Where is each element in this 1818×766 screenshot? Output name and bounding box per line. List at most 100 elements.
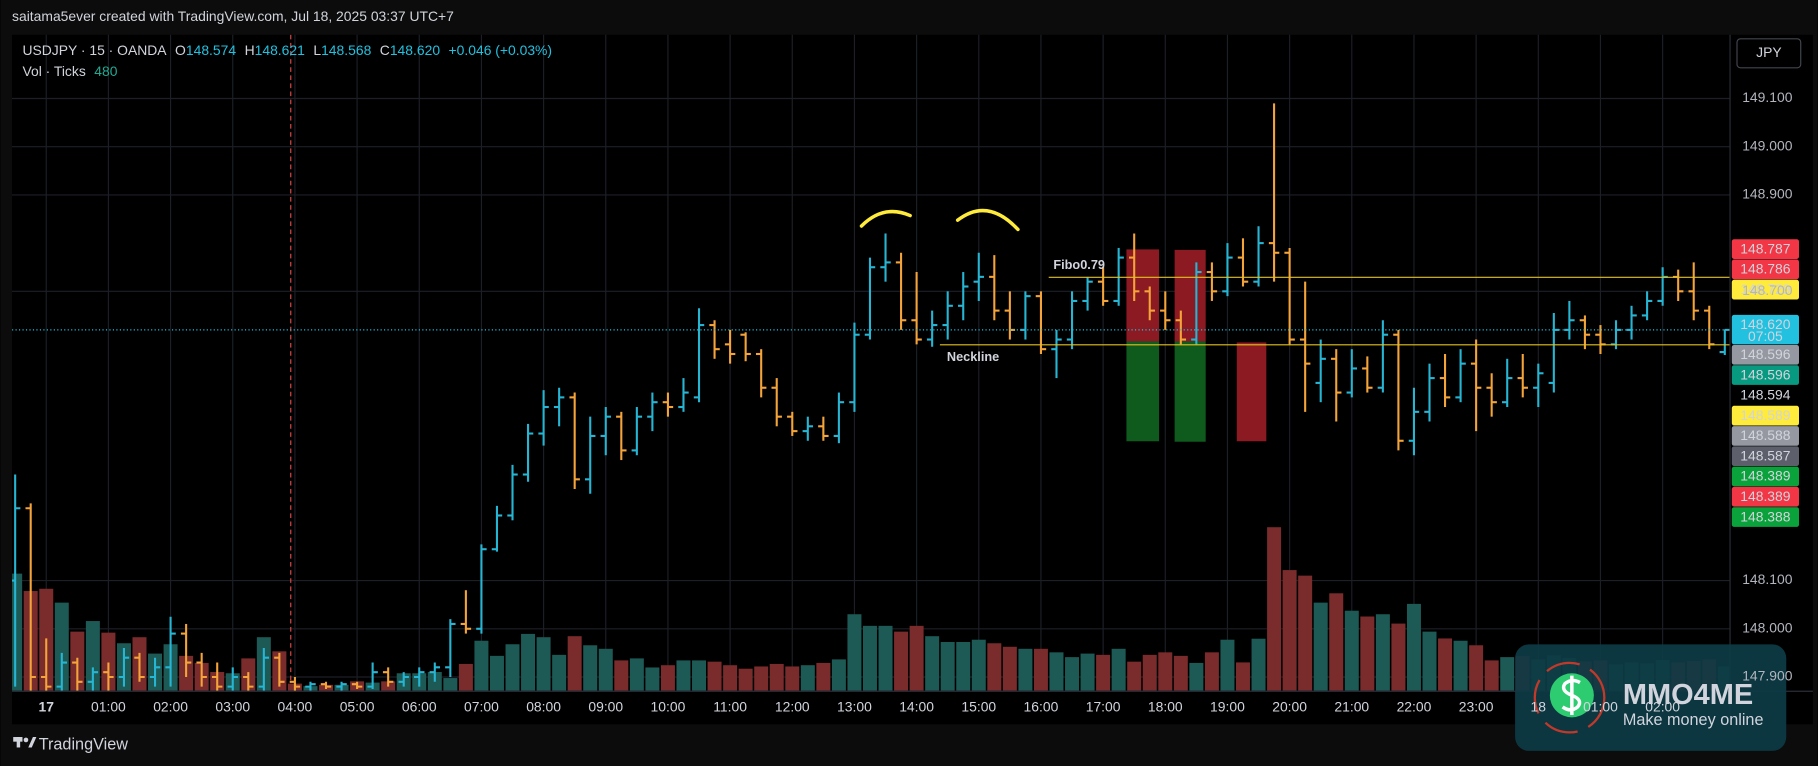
- volume-bar: [878, 625, 893, 691]
- x-tick-label: 14:00: [899, 699, 934, 715]
- price-tag-label: 148.596: [1740, 366, 1790, 382]
- price-tag: [1731, 314, 1799, 345]
- volume-bar: [1267, 527, 1282, 691]
- volume-bar: [1422, 631, 1437, 691]
- volume-bar: [785, 666, 800, 691]
- watermark: MMO4ME Make money online: [1515, 644, 1787, 751]
- time-axis: [12, 690, 1730, 725]
- price-tag-label: 148.594: [1740, 387, 1790, 403]
- volume-bar: [1158, 652, 1173, 691]
- x-tick-label: 17:00: [1086, 699, 1121, 715]
- price-tag-label: 148.596: [1740, 346, 1790, 362]
- price-tag: [1731, 405, 1799, 426]
- volume-bar: [769, 663, 784, 691]
- legend-value: 148.621: [255, 42, 305, 58]
- y-tick-label: 149.000: [1742, 137, 1792, 153]
- position-box: [1126, 249, 1160, 342]
- price-tag: [1731, 486, 1799, 507]
- price-tag-label: 148.588: [1740, 427, 1790, 443]
- volume-bar: [598, 648, 613, 691]
- price-tag-label: 148.587: [1740, 447, 1790, 463]
- x-tick-label: 17: [39, 699, 55, 715]
- x-tick-label: 16:00: [1024, 699, 1059, 715]
- y-tick-label: 149.100: [1742, 89, 1792, 105]
- legend-key: H: [245, 42, 255, 58]
- volume-bar: [458, 663, 473, 691]
- level-label: Fibo0.79: [1053, 257, 1105, 272]
- price-tag: [1731, 446, 1799, 467]
- logo-shape: [23, 737, 29, 743]
- volume-bar: [1173, 655, 1188, 691]
- price-tag: [1731, 279, 1799, 300]
- x-tick-label: 09:00: [588, 699, 623, 715]
- watermark-box: [1515, 644, 1787, 751]
- watermark-dollar: [1561, 675, 1582, 716]
- volume-bar: [847, 614, 862, 691]
- volume-bar: [676, 660, 691, 691]
- x-tick-label: 10:00: [651, 699, 686, 715]
- price-tag-label: 148.389: [1740, 468, 1790, 484]
- price-tag: [1731, 466, 1799, 487]
- volume-bar: [1111, 648, 1126, 691]
- x-tick-label: 21:00: [1334, 699, 1369, 715]
- volume-bar: [754, 666, 769, 691]
- currency[interactable]: JPY: [1756, 44, 1781, 60]
- price-tag-label: 148.786: [1740, 261, 1790, 277]
- price-tag: [1731, 344, 1799, 365]
- position-box: [1236, 342, 1267, 442]
- volume-bar: [567, 636, 582, 691]
- price-tag-label: 148.388: [1740, 508, 1790, 524]
- volume-bar: [614, 660, 629, 691]
- currency-button[interactable]: [1736, 38, 1802, 69]
- drawing-arc: [955, 208, 1020, 232]
- watermark-subtitle: Make money online: [1623, 711, 1764, 729]
- legend-value: 148.574: [186, 42, 236, 58]
- volume-bar: [54, 602, 69, 691]
- position-box: [1174, 249, 1206, 342]
- y-tick-label: 148.000: [1742, 619, 1792, 635]
- x-tick-label: 11:00: [713, 699, 747, 715]
- plot: [12, 34, 1730, 691]
- volume-bar: [1360, 616, 1375, 691]
- volume-bar: [925, 636, 940, 691]
- volume-bar: [956, 641, 971, 691]
- volume-bar: [443, 678, 458, 691]
- volume-bar: [1142, 654, 1157, 691]
- volume-bar: [1251, 638, 1266, 691]
- x-tick-label: 19:00: [1210, 699, 1245, 715]
- watermark-title: MMO4ME: [1623, 679, 1753, 711]
- volume-bar: [894, 631, 909, 691]
- x-tick-label: 07:00: [464, 699, 499, 715]
- watermark-ring: [1533, 661, 1606, 734]
- volume-bar: [660, 665, 675, 691]
- price-tag: [1731, 239, 1799, 259]
- symbol: USDJPY · 15 · OANDA: [22, 42, 167, 58]
- volume-bar: [1236, 662, 1250, 691]
- legend-key: O: [175, 42, 186, 58]
- volume-bar: [1406, 603, 1421, 691]
- logo-shape: [28, 737, 37, 748]
- volume-bar: [536, 637, 551, 691]
- volume-bar: [1282, 570, 1297, 691]
- volume-bar: [707, 661, 722, 691]
- tradingview-logo: TradingView: [13, 735, 128, 753]
- volume-bar: [1127, 661, 1142, 691]
- price-tag: [1731, 507, 1799, 527]
- volume-bar: [1204, 652, 1219, 691]
- x-tick-label: 02:00: [153, 699, 188, 715]
- x-tick-label: 13:00: [837, 699, 872, 715]
- price-tag: [1731, 259, 1799, 280]
- volume-legend: Vol · Ticks 480: [22, 63, 117, 79]
- legend-value: 148.568: [321, 42, 371, 58]
- volume-bar: [521, 633, 536, 691]
- volume-bar: [1484, 660, 1499, 691]
- x-tick-label: 06:00: [402, 699, 437, 715]
- x-tick-label: 23:00: [1459, 699, 1494, 715]
- price-tag: [1731, 365, 1799, 385]
- volume-bar: [909, 625, 924, 691]
- price-tag: [1731, 385, 1799, 406]
- x-tick-label: 12:00: [775, 699, 810, 715]
